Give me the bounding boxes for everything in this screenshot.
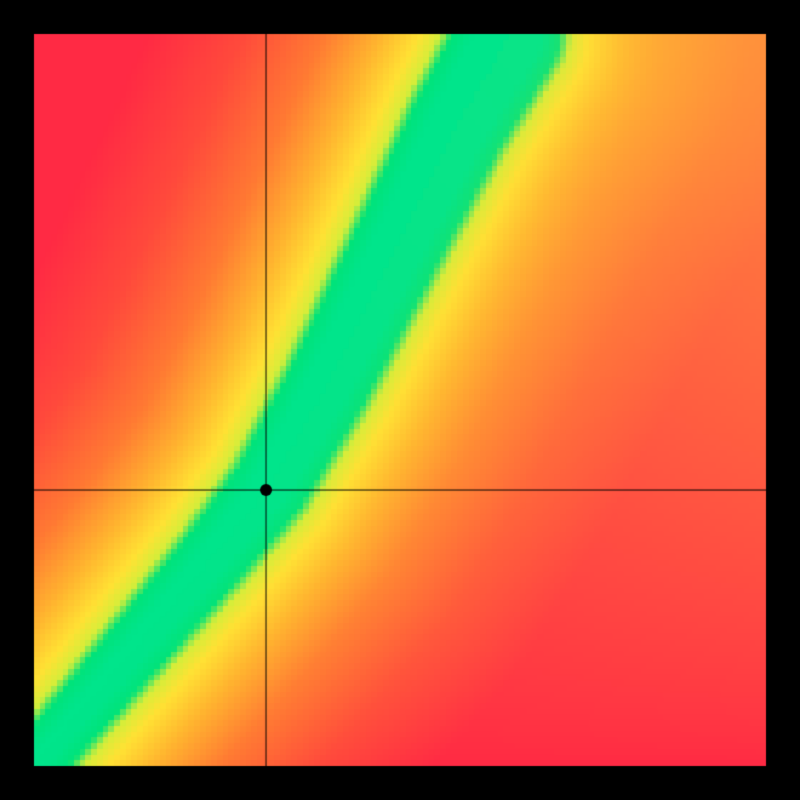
bottleneck-heatmap [0, 0, 800, 800]
